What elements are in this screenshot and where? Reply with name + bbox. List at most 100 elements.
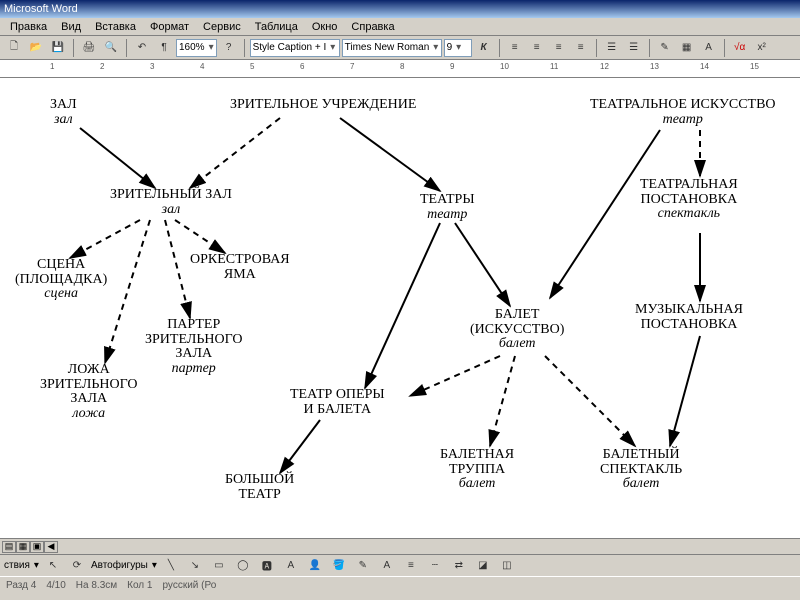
arrowstyle-icon[interactable]: ⇄ bbox=[449, 556, 469, 576]
ruler-tick: 1 bbox=[50, 62, 54, 71]
status-pages: 4/10 bbox=[46, 580, 65, 591]
bullets-icon[interactable]: ☰ bbox=[624, 38, 644, 58]
title-bar: Microsoft Word bbox=[0, 0, 800, 18]
normal-view-icon[interactable]: ▤ bbox=[2, 541, 16, 553]
ruler-tick: 13 bbox=[650, 62, 659, 71]
horizontal-ruler: 123456789101112131415 bbox=[0, 60, 800, 78]
italic-icon[interactable]: К bbox=[474, 38, 494, 58]
rect-icon[interactable]: ▭ bbox=[209, 556, 229, 576]
menu-item[interactable]: Окно bbox=[306, 20, 344, 34]
menu-item[interactable]: Сервис bbox=[197, 20, 247, 34]
app-title: Microsoft Word bbox=[4, 3, 78, 15]
menu-item[interactable]: Вставка bbox=[89, 20, 142, 34]
preview-icon[interactable]: 🔍 bbox=[101, 38, 121, 58]
separator bbox=[244, 39, 245, 57]
linecolor-icon[interactable]: ✎ bbox=[353, 556, 373, 576]
ruler-tick: 8 bbox=[400, 62, 404, 71]
ruler-tick: 9 bbox=[450, 62, 454, 71]
chevron-down-icon: ▾ bbox=[34, 560, 39, 571]
font-combo[interactable]: Times New Roman▾ bbox=[342, 39, 442, 57]
pilcrow-icon[interactable]: ¶ bbox=[154, 38, 174, 58]
chevron-down-icon: ▾ bbox=[456, 42, 461, 53]
menu-item[interactable]: Формат bbox=[144, 20, 195, 34]
drawing-toolbar: ствия▾ ↖ ⟳ Автофигуры▾ ╲ ↘ ▭ ◯ 🅰 A 👤 🪣 ✎… bbox=[0, 554, 800, 576]
3d-icon[interactable]: ◫ bbox=[497, 556, 517, 576]
ruler-tick: 12 bbox=[600, 62, 609, 71]
highlight-icon[interactable]: ✎ bbox=[655, 38, 675, 58]
diagram-node-zrit_uchr: ЗРИТЕЛЬНОЕ УЧРЕЖДЕНИЕ bbox=[230, 98, 416, 113]
wordart-icon[interactable]: A bbox=[281, 556, 301, 576]
diagram-node-lozha: ЛОЖАЗРИТЕЛЬНОГОЗАЛАложа bbox=[40, 363, 137, 422]
separator bbox=[499, 39, 500, 57]
save-icon[interactable]: 💾 bbox=[48, 38, 68, 58]
line-icon[interactable]: ╲ bbox=[161, 556, 181, 576]
diagram-node-bal_spekt: БАЛЕТНЫЙСПЕКТАКЛЬбалет bbox=[600, 448, 682, 492]
outline-view-icon[interactable]: ◀ bbox=[44, 541, 58, 553]
undo-icon[interactable]: ↶ bbox=[132, 38, 152, 58]
fontcolor-icon[interactable]: A bbox=[699, 38, 719, 58]
menu-bar: Правка Вид Вставка Формат Сервис Таблица… bbox=[0, 18, 800, 36]
fontsize-value: 9 bbox=[447, 42, 453, 53]
rotate-icon[interactable]: ⟳ bbox=[67, 556, 87, 576]
ruler-tick: 3 bbox=[150, 62, 154, 71]
separator bbox=[596, 39, 597, 57]
select-icon[interactable]: ↖ bbox=[43, 556, 63, 576]
textbox-icon[interactable]: 🅰 bbox=[257, 556, 277, 576]
diagram-node-bal_truppa: БАЛЕТНАЯТРУППАбалет bbox=[440, 448, 514, 492]
diagram-node-muz_post: МУЗЫКАЛЬНАЯПОСТАНОВКА bbox=[635, 303, 743, 332]
autoshapes-label[interactable]: Автофигуры bbox=[91, 560, 148, 571]
style-combo[interactable]: Style Caption + I▾ bbox=[250, 39, 340, 57]
diagram-node-teatr_isk: ТЕАТРАЛЬНОЕ ИСКУССТВОтеатр bbox=[590, 98, 776, 127]
border-icon[interactable]: ▦ bbox=[677, 38, 697, 58]
separator bbox=[73, 39, 74, 57]
ruler-tick: 11 bbox=[550, 62, 558, 71]
status-col: Кол 1 bbox=[127, 580, 152, 591]
clipart-icon[interactable]: 👤 bbox=[305, 556, 325, 576]
separator bbox=[724, 39, 725, 57]
document-area: ЗАЛзалЗРИТЕЛЬНОЕ УЧРЕЖДЕНИЕТЕАТРАЛЬНОЕ И… bbox=[0, 78, 800, 538]
menu-item[interactable]: Правка bbox=[4, 20, 53, 34]
fillcolor-icon[interactable]: 🪣 bbox=[329, 556, 349, 576]
align-left-icon[interactable]: ≡ bbox=[505, 38, 525, 58]
help-icon[interactable]: ? bbox=[219, 38, 239, 58]
chevron-down-icon: ▾ bbox=[330, 42, 335, 53]
view-tabs: ▤ ▦ ▣ ◀ bbox=[0, 538, 800, 554]
linestyle-icon[interactable]: ≡ bbox=[401, 556, 421, 576]
new-icon[interactable]: 🗋 bbox=[4, 38, 24, 58]
arrow-icon[interactable]: ↘ bbox=[185, 556, 205, 576]
chevron-down-icon: ▾ bbox=[209, 42, 214, 53]
ruler-tick: 15 bbox=[750, 62, 759, 71]
fontcolor-icon[interactable]: A bbox=[377, 556, 397, 576]
web-view-icon[interactable]: ▦ bbox=[16, 541, 30, 553]
style-value: Style Caption + I bbox=[253, 42, 327, 53]
print-view-icon[interactable]: ▣ bbox=[30, 541, 44, 553]
shadow-icon[interactable]: ◪ bbox=[473, 556, 493, 576]
oval-icon[interactable]: ◯ bbox=[233, 556, 253, 576]
align-center-icon[interactable]: ≡ bbox=[527, 38, 547, 58]
open-icon[interactable]: 📂 bbox=[26, 38, 46, 58]
equation-icon[interactable]: √α bbox=[730, 38, 750, 58]
menu-item[interactable]: Справка bbox=[345, 20, 400, 34]
ruler-tick: 5 bbox=[250, 62, 254, 71]
diagram-node-teatry: ТЕАТРЫтеатр bbox=[420, 193, 475, 222]
actions-label[interactable]: ствия bbox=[4, 560, 30, 571]
align-justify-icon[interactable]: ≡ bbox=[571, 38, 591, 58]
zoom-combo[interactable]: 160%▾ bbox=[176, 39, 217, 57]
ruler-tick: 4 bbox=[200, 62, 204, 71]
ruler-tick: 7 bbox=[350, 62, 354, 71]
separator bbox=[649, 39, 650, 57]
diagram-node-teatr_opery: ТЕАТР ОПЕРЫИ БАЛЕТА bbox=[290, 388, 385, 417]
fontsize-combo[interactable]: 9▾ bbox=[444, 39, 472, 57]
diagram-node-zrit_zal: ЗРИТЕЛЬНЫЙ ЗАЛзал bbox=[110, 188, 232, 217]
status-bar: Разд 4 4/10 На 8.3см Кол 1 русский (Ро bbox=[0, 576, 800, 594]
superscript-icon[interactable]: x² bbox=[752, 38, 772, 58]
dashstyle-icon[interactable]: ┄ bbox=[425, 556, 445, 576]
menu-item[interactable]: Таблица bbox=[249, 20, 304, 34]
chevron-down-icon: ▾ bbox=[433, 42, 438, 53]
numbering-icon[interactable]: ☰ bbox=[602, 38, 622, 58]
status-lang: русский (Ро bbox=[162, 580, 216, 591]
menu-item[interactable]: Вид bbox=[55, 20, 87, 34]
diagram-node-bolshoi: БОЛЬШОЙТЕАТР bbox=[225, 473, 294, 502]
align-right-icon[interactable]: ≡ bbox=[549, 38, 569, 58]
print-icon[interactable]: 🖨 bbox=[79, 38, 99, 58]
